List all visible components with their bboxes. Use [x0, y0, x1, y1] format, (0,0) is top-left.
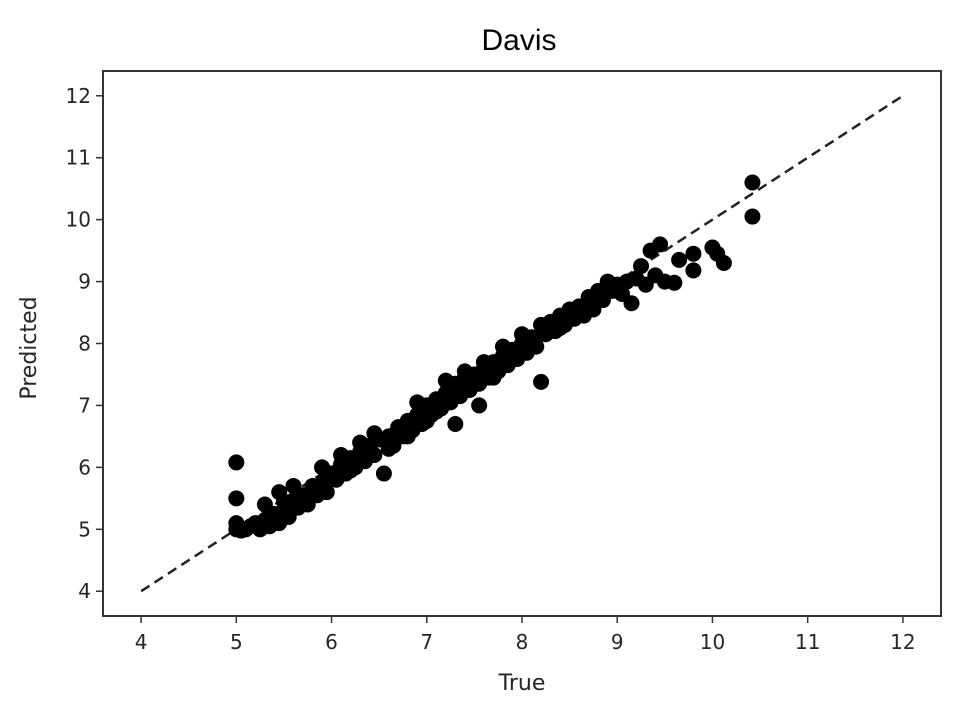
y-tick-label: 11	[66, 146, 91, 170]
data-point	[475, 354, 492, 371]
data-point	[256, 496, 273, 513]
x-tick-label: 11	[795, 630, 820, 654]
y-tick-label: 6	[78, 455, 91, 479]
data-point	[380, 440, 397, 457]
data-point	[623, 295, 640, 312]
data-point	[571, 304, 588, 321]
data-point	[715, 254, 732, 271]
data-points	[228, 174, 761, 539]
y-axis-ticks: 4 5 6 7 8 9 10 11 12	[66, 84, 103, 603]
data-point	[333, 446, 350, 463]
x-tick-label: 10	[700, 630, 725, 654]
x-tick-label: 6	[325, 630, 338, 654]
data-point	[685, 262, 702, 279]
x-tick-label: 7	[420, 630, 433, 654]
data-point	[275, 493, 292, 510]
data-point	[528, 338, 545, 355]
data-point	[447, 416, 464, 433]
data-point	[366, 425, 383, 442]
data-point	[552, 320, 569, 337]
data-point	[366, 446, 383, 463]
data-point	[744, 208, 761, 225]
data-point	[514, 326, 530, 343]
data-point	[314, 459, 331, 476]
data-point	[485, 369, 502, 386]
chart-title: Davis	[481, 24, 556, 57]
data-point	[390, 425, 407, 442]
data-point	[633, 258, 650, 275]
x-tick-label: 4	[135, 630, 148, 654]
data-point	[228, 490, 245, 507]
data-point	[428, 403, 445, 420]
data-point	[685, 245, 702, 262]
x-tick-label: 12	[890, 630, 915, 654]
data-point	[456, 363, 473, 380]
data-point	[228, 454, 245, 471]
y-tick-label: 10	[66, 208, 91, 232]
data-point	[471, 397, 488, 414]
x-axis-ticks: 4 5 6 7 8 9 10 11 12	[135, 616, 916, 654]
x-axis-label: True	[498, 671, 546, 696]
x-tick-label: 5	[230, 630, 243, 654]
y-tick-label: 12	[66, 84, 91, 108]
data-point	[285, 477, 302, 494]
y-tick-label: 5	[78, 517, 91, 541]
data-point	[375, 465, 392, 482]
data-point	[666, 274, 683, 291]
data-point	[744, 174, 761, 191]
y-axis-label: Predicted	[17, 296, 42, 399]
data-point	[437, 372, 454, 389]
data-point	[494, 338, 511, 355]
data-point	[671, 251, 688, 268]
data-point	[533, 316, 550, 333]
data-point	[652, 236, 669, 253]
y-tick-label: 8	[78, 332, 91, 356]
y-tick-label: 7	[78, 393, 91, 417]
x-tick-label: 9	[611, 630, 624, 654]
y-tick-label: 9	[78, 270, 91, 294]
x-tick-label: 8	[516, 630, 529, 654]
data-point	[342, 462, 359, 479]
data-point	[352, 434, 369, 451]
y-tick-label: 4	[78, 579, 91, 603]
data-point	[409, 394, 426, 411]
data-point	[318, 484, 335, 501]
data-point	[533, 373, 550, 390]
